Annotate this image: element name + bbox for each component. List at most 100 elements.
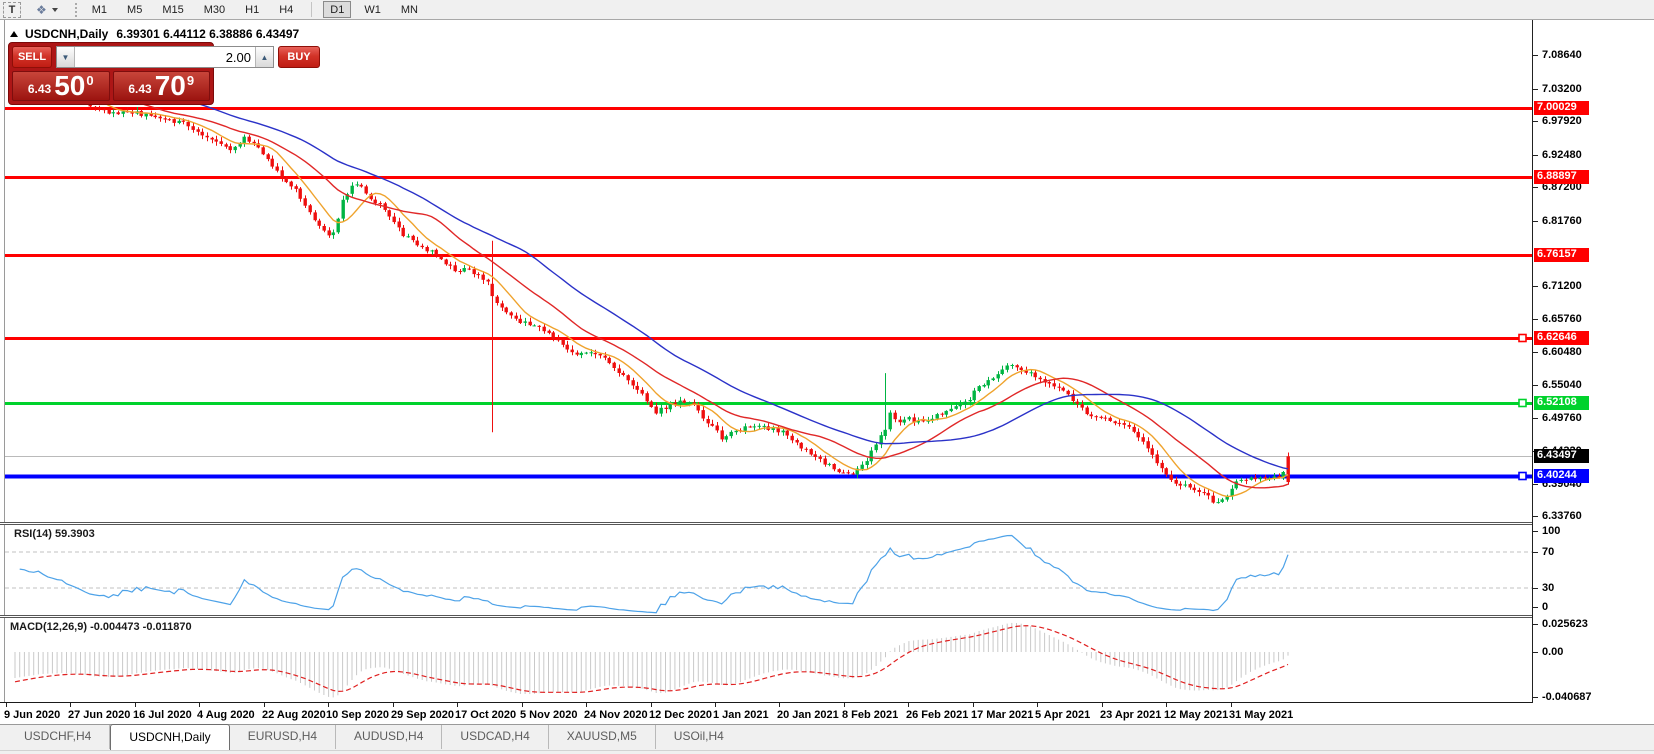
macd-scale-label-tick [1533, 696, 1538, 698]
timeframe-button-m30[interactable]: M30 [197, 1, 232, 18]
volume-decrease-button[interactable]: ▼ [57, 47, 75, 67]
timeframe-button-mn[interactable]: MN [394, 1, 425, 18]
rsi-scale-label: 0 [1542, 601, 1549, 613]
toolbar-grip [74, 2, 77, 17]
price-tick-label: 6.81760 [1542, 214, 1582, 227]
date-tick [264, 703, 265, 707]
timeframe-button-m1[interactable]: M1 [85, 1, 114, 18]
top-toolbar: T ❖ M1 M5 M15 M30 H1 H4 D1 W1 MN [0, 0, 1654, 20]
chart-tab-usdcad-h4[interactable]: USDCAD,H4 [442, 725, 549, 749]
date-label: 10 Sep 2020 [326, 709, 389, 721]
one-click-trading-panel: SELL ▼ ▲ BUY 6.43 50 0 6.43 70 9 [8, 42, 320, 105]
price-tick-label-tick [1533, 285, 1538, 287]
pane-separator[interactable] [0, 522, 1654, 525]
date-axis[interactable]: 9 Jun 2020 27 Jun 2020 16 Jul 2020 4 Aug 20… [0, 703, 1654, 724]
macd-indicator-label: MACD(12,26,9) -0.004473 -0.011870 [10, 621, 192, 633]
date-label: 12 Dec 2020 [649, 709, 712, 721]
price-line-label: 7.00029 [1534, 101, 1589, 116]
date-tick [457, 703, 458, 707]
buy-price-pip: 9 [186, 73, 195, 88]
price-tick-label: 6.71200 [1542, 279, 1582, 292]
date-label: 5 Nov 2020 [520, 709, 578, 721]
date-tick [586, 703, 587, 707]
date-label: 16 Jul 2020 [133, 709, 192, 721]
timeframe-button-w1[interactable]: W1 [357, 1, 388, 18]
date-tick [715, 703, 716, 707]
rsi-scale-label-tick [1533, 552, 1538, 553]
chart-tab-audusd-h4[interactable]: AUDUSD,H4 [336, 725, 443, 749]
date-label: 1 Jan 2021 [713, 709, 769, 721]
macd-scale-label: 0.00 [1542, 646, 1564, 658]
chart-objects-dropdown[interactable]: ❖ [33, 2, 61, 18]
buy-price-button[interactable]: 6.43 70 9 [112, 70, 210, 101]
date-tick [199, 703, 200, 707]
date-axis-separator [0, 702, 1654, 703]
date-tick [844, 703, 845, 707]
sell-button[interactable]: SELL [12, 46, 52, 68]
timeframe-button-group: M1 M5 M15 M30 H1 H4 D1 W1 MN [85, 1, 425, 18]
text-tool-button[interactable]: T [3, 1, 21, 18]
trade-panel-controls: SELL ▼ ▲ BUY [12, 46, 320, 68]
rsi-canvas[interactable] [5, 525, 1532, 615]
date-label: 17 Mar 2021 [971, 709, 1034, 721]
date-tick [1231, 703, 1232, 707]
rsi-scale-label: 30 [1542, 582, 1555, 594]
rsi-scale-label: 100 [1542, 525, 1561, 537]
chart-title: USDCNH,Daily 6.39301 6.44112 6.38886 6.4… [10, 27, 299, 41]
date-tick [973, 703, 974, 707]
date-tick [70, 703, 71, 707]
pane-separator[interactable] [0, 615, 1654, 618]
price-tick-label-tick [1533, 483, 1538, 485]
rsi-scale-label-tick [1533, 588, 1538, 589]
price-tick-label: 6.92480 [1542, 148, 1582, 161]
volume-increase-button[interactable]: ▲ [255, 47, 273, 67]
macd-canvas[interactable] [5, 618, 1532, 702]
price-tick-label: 6.49760 [1542, 411, 1582, 424]
date-tick [779, 703, 780, 707]
date-tick [651, 703, 652, 707]
timeframe-button-m15[interactable]: M15 [155, 1, 190, 18]
buy-price-prefix: 6.43 [128, 82, 152, 96]
timeframe-button-h4[interactable]: H4 [272, 1, 300, 18]
macd-scale-label-tick [1533, 623, 1538, 625]
volume-input[interactable] [75, 47, 255, 67]
date-tick [393, 703, 394, 707]
price-tick-label-tick [1533, 385, 1538, 387]
chart-tab-xauusd-m5[interactable]: XAUUSD,M5 [549, 725, 656, 749]
price-chart-canvas[interactable] [5, 22, 1532, 522]
timeframe-button-m5[interactable]: M5 [120, 1, 149, 18]
date-tick [1102, 703, 1103, 707]
chart-tab-usdchf-h4[interactable]: USDCHF,H4 [6, 725, 111, 749]
date-tick [1037, 703, 1038, 707]
objects-icon: ❖ [36, 2, 47, 17]
price-tick-label: 6.60480 [1542, 345, 1582, 358]
sell-price-prefix: 6.43 [27, 82, 52, 96]
date-tick [328, 703, 329, 707]
timeframe-group-divider [311, 2, 313, 17]
buy-price-big: 70 [154, 70, 186, 101]
price-tick-label-tick [1533, 88, 1538, 90]
price-tick-label: 6.65760 [1542, 313, 1582, 326]
sell-price-button[interactable]: 6.43 50 0 [12, 71, 110, 101]
chart-tab-eurusd-h4[interactable]: EURUSD,H4 [230, 725, 337, 749]
price-tick-label-tick [1533, 319, 1538, 321]
sell-price-pip: 0 [86, 73, 94, 88]
price-tick-label-tick [1533, 154, 1538, 156]
status-bar [0, 750, 1654, 754]
date-tick [522, 703, 523, 707]
chart-background [0, 20, 1654, 703]
price-axis[interactable]: 7.08640 7.03200 6.97920 6.92480 6.87200 6.817… [1532, 20, 1654, 703]
price-tick-label: 7.03200 [1542, 82, 1582, 95]
chart-tab-usoil-h4[interactable]: USOil,H4 [673, 729, 724, 743]
price-tick-label-tick [1533, 351, 1538, 353]
timeframe-button-h1[interactable]: H1 [238, 1, 266, 18]
chart-tab-usdcnh-daily[interactable]: USDCNH,Daily [110, 724, 230, 750]
collapse-panel-arrow-icon[interactable] [10, 31, 18, 37]
date-label: 12 May 2021 [1164, 709, 1229, 721]
rsi-scale-label: 70 [1542, 546, 1555, 558]
buy-button[interactable]: BUY [278, 46, 320, 68]
timeframe-button-d1[interactable]: D1 [323, 1, 352, 18]
price-line-label: 6.62646 [1534, 331, 1589, 346]
date-label: 8 Feb 2021 [842, 709, 899, 721]
price-tick-label-tick [1533, 55, 1538, 56]
